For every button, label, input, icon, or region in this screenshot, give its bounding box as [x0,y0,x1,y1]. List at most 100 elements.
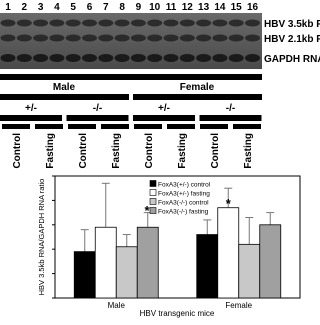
band-label: HBV 2.1kb RNA [264,34,320,45]
band [0,54,16,62]
band [228,34,244,42]
band-label: GAPDH RNA [264,54,320,65]
condition-label: Fasting [111,133,122,169]
group-bar [35,124,63,129]
band [245,54,260,62]
band [196,34,212,42]
band [82,34,97,42]
legend-label: FoxA3(-/-) control [158,200,209,207]
band [98,34,114,42]
band [147,34,163,42]
group-bar [200,124,228,129]
legend-swatch [149,189,157,196]
band [179,54,195,62]
condition-label: Control [12,133,23,169]
group-bar [68,124,96,129]
genotype-label: -/- [93,103,102,114]
band [163,34,179,42]
band [98,19,114,27]
legend-swatch [149,198,157,205]
band [228,54,244,62]
lane-number: 16 [247,2,259,13]
genotype-label: -/- [226,103,235,114]
band-label: HBV 3.5kb RNA [264,19,320,30]
bar [94,226,117,299]
legend-label: FoxA3(+/-) fasting [158,191,210,198]
legend-swatch [149,207,157,214]
legend-label: FoxA3(+/-) control [158,182,211,189]
band [245,34,260,42]
band [163,19,179,27]
band [245,19,260,27]
band [33,34,49,42]
band [212,34,228,42]
legend-swatch [149,180,157,187]
band [0,19,16,27]
bar [136,226,159,299]
group-bar [66,115,129,121]
band [65,34,81,42]
lane-number: 15 [231,2,243,13]
bar [196,234,219,299]
group-bar [133,115,195,121]
annotation: * [144,203,150,218]
band [16,34,32,42]
bar [238,243,261,299]
lane-number: 2 [22,2,28,13]
band [179,19,195,27]
band [33,19,49,27]
x-tick-label: Female [225,301,252,310]
group-bar [101,124,129,129]
lane-number: 3 [38,2,44,13]
band [0,34,16,42]
bar [115,246,138,299]
lane-number: 12 [182,2,194,13]
y-axis-label: HBV 3.5kb RNA/GAPDH RNA ratio [37,179,46,296]
group-bar [134,124,162,129]
group-bar [0,94,129,100]
band [130,19,146,27]
lane-number: 5 [70,2,76,13]
sex-label: Female [180,82,215,93]
band [33,54,49,62]
band [212,19,228,27]
bar [73,251,96,299]
band [196,19,212,27]
group-bar [199,115,262,121]
condition-label: Control [78,133,89,169]
group-bar [2,124,30,129]
band [212,54,228,62]
legend-label: FoxA3(-/-) fasting [158,209,209,216]
lane-number: 9 [136,2,142,13]
annotation: * [226,196,232,211]
condition-label: Control [144,133,155,169]
band [98,54,114,62]
group-bar [133,94,262,100]
band [49,19,65,27]
band [49,34,65,42]
group-bar [0,115,62,121]
band [49,54,65,62]
lane-number: 8 [119,2,125,13]
plot-frame [54,175,301,299]
band [130,34,146,42]
band [82,54,97,62]
condition-label: Fasting [243,133,254,169]
group-bar [233,124,261,129]
condition-label: Control [210,133,221,169]
genotype-label: +/- [25,103,37,114]
lane-number: 1 [5,2,11,13]
band [65,54,81,62]
sex-label: Male [53,82,76,93]
lane-number: 6 [87,2,93,13]
band [196,54,212,62]
band [114,34,130,42]
lane-number: 14 [214,2,226,13]
band [114,19,130,27]
band [65,19,81,27]
band [16,54,32,62]
condition-label: Fasting [45,133,56,169]
band [114,54,130,62]
lane-number: 4 [54,2,60,13]
